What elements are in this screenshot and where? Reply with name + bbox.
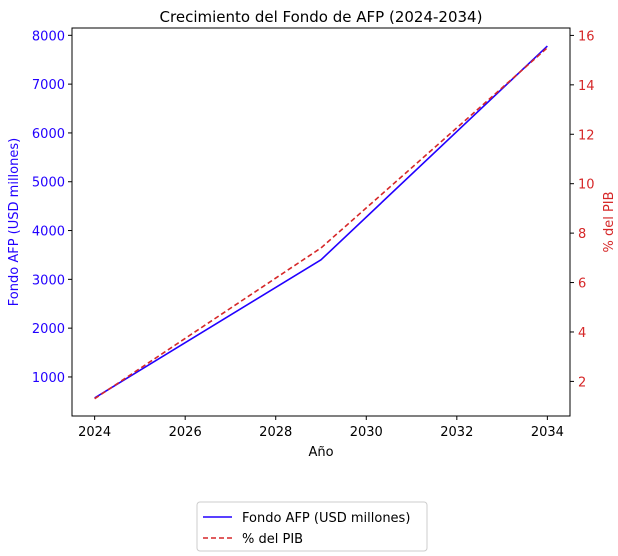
right-y-axis-label: % del PIB (602, 191, 617, 252)
series-line-pib (94, 47, 548, 400)
plot-lines (94, 45, 548, 400)
x-tick-label: 2026 (169, 425, 202, 440)
x-tick-label: 2034 (531, 425, 564, 440)
right-y-tick-label: 2 (578, 375, 586, 390)
left-y-tick-label: 3000 (32, 273, 65, 288)
x-tick-label: 2032 (440, 425, 473, 440)
left-y-tick-label: 1000 (32, 371, 65, 386)
left-y-tick-label: 5000 (32, 176, 65, 191)
x-tick-label: 2024 (78, 425, 111, 440)
legend-box (196, 501, 428, 552)
right-y-tick-label: 8 (578, 227, 586, 242)
plot-frame (71, 27, 571, 417)
legend-label-pib: % del PIB (242, 532, 303, 547)
legend-label-fondo: Fondo AFP (USD millones) (242, 511, 410, 526)
left-y-axis-label: Fondo AFP (USD millones) (7, 138, 22, 306)
left-y-tick-label: 6000 (32, 127, 65, 142)
x-tick-label: 2030 (350, 425, 383, 440)
series-line-fondo (94, 45, 548, 399)
left-y-axis: 1000 2000 3000 4000 5000 6000 7000 8000 (32, 29, 72, 386)
left-y-tick-label: 4000 (32, 225, 65, 240)
right-y-tick-label: 10 (578, 178, 595, 193)
x-tick-label: 2028 (259, 425, 292, 440)
right-y-axis: 2 4 6 8 10 12 14 16 (570, 29, 595, 390)
right-y-tick-label: 14 (578, 79, 595, 94)
right-y-tick-label: 4 (578, 326, 586, 341)
x-axis: 2024 2026 2028 2030 2032 2034 (78, 416, 564, 440)
x-axis-label: Año (308, 445, 333, 460)
left-y-tick-label: 2000 (32, 322, 65, 337)
right-y-tick-label: 16 (578, 29, 595, 44)
chart-title: Crecimiento del Fondo de AFP (2024-2034) (160, 8, 483, 26)
left-y-tick-label: 7000 (32, 78, 65, 93)
right-y-tick-label: 12 (578, 128, 595, 143)
left-y-tick-label: 8000 (32, 29, 65, 44)
right-y-tick-label: 6 (578, 277, 586, 292)
legend: Fondo AFP (USD millones) % del PIB (196, 501, 428, 552)
